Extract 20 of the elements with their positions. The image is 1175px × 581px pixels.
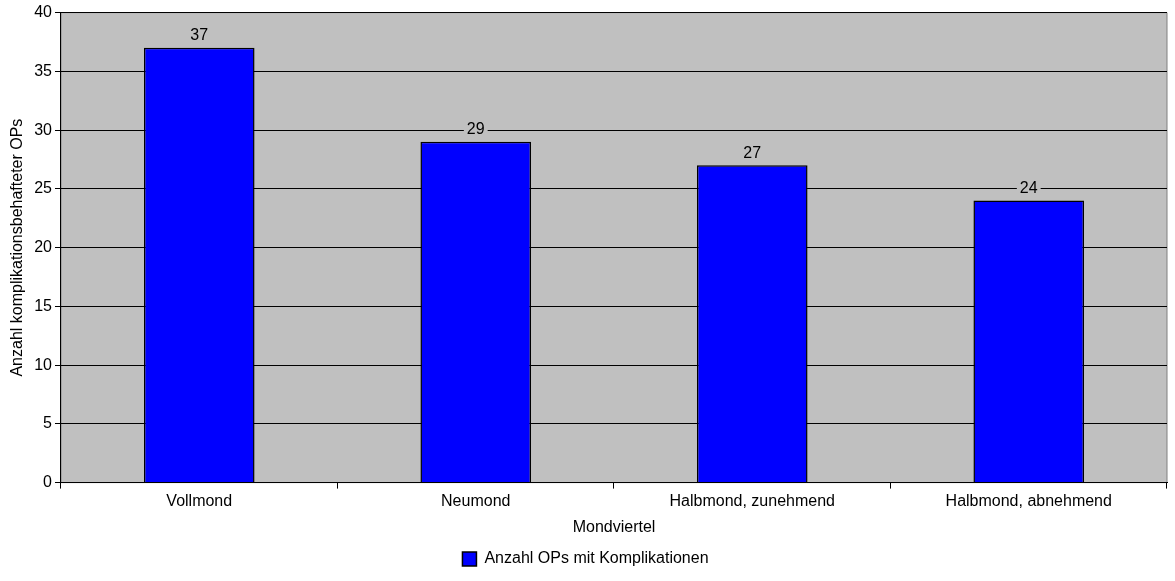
y-tick-label: 35 xyxy=(34,61,53,79)
y-tick-label: 25 xyxy=(34,179,53,197)
x-tick-label: Halbmond, zunehmend xyxy=(669,491,835,509)
y-tick-label: 10 xyxy=(34,355,53,373)
x-tick-label: Halbmond, abnehmend xyxy=(945,491,1112,509)
legend-label: Anzahl OPs mit Komplikationen xyxy=(484,549,709,567)
data-label: 37 xyxy=(190,26,209,44)
data-label: 24 xyxy=(1019,179,1038,197)
y-tick-label: 40 xyxy=(34,3,53,21)
x-tick-label: Vollmond xyxy=(166,491,233,509)
y-tick-label: 0 xyxy=(43,473,53,491)
data-label: 27 xyxy=(743,143,762,161)
y-tick-label: 15 xyxy=(34,296,53,314)
y-tick-label: 30 xyxy=(34,120,53,138)
y-tick-label: 5 xyxy=(43,414,53,432)
x-tick-label: Neumond xyxy=(441,491,511,509)
x-axis-title: Mondviertel xyxy=(572,517,656,535)
y-axis-title: Anzahl komplikationsbehafteter OPs xyxy=(8,118,26,377)
data-label: 29 xyxy=(466,120,485,138)
y-tick-label: 20 xyxy=(34,238,53,256)
